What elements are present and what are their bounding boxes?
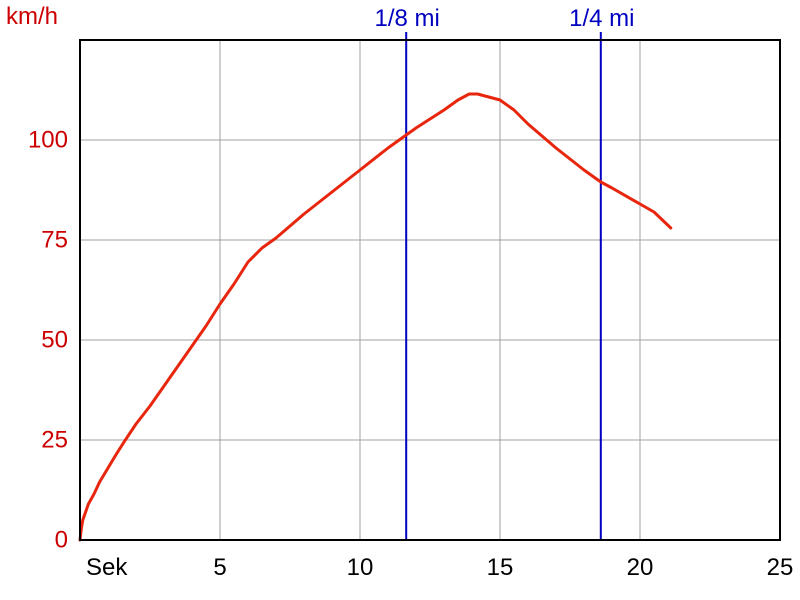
distance-marker-label-1: 1/4 mi — [569, 5, 634, 32]
x-tick-label-3: 20 — [627, 554, 654, 581]
y-tick-label-3: 75 — [41, 226, 68, 253]
y-axis-unit-label: km/h — [6, 3, 58, 30]
x-tick-label-1: 10 — [347, 554, 374, 581]
y-tick-label-2: 50 — [41, 326, 68, 353]
plot-frame — [79, 39, 781, 541]
grid-lines — [80, 40, 781, 541]
distance-markers: 1/8 mi 1/4 mi — [375, 5, 634, 540]
x-tick-labels: 5 10 15 20 25 — [213, 554, 793, 581]
x-axis-unit-label: Sek — [86, 554, 128, 581]
speed-series-line — [78, 92, 673, 542]
y-tick-labels: 0 25 50 75 100 — [28, 126, 68, 553]
x-tick-label-4: 25 — [767, 554, 794, 581]
y-tick-label-0: 0 — [55, 526, 68, 553]
y-tick-label-4: 100 — [28, 126, 68, 153]
x-tick-label-0: 5 — [213, 554, 226, 581]
x-tick-label-2: 15 — [487, 554, 514, 581]
distance-marker-label-0: 1/8 mi — [375, 5, 440, 32]
y-tick-label-1: 25 — [41, 426, 68, 453]
